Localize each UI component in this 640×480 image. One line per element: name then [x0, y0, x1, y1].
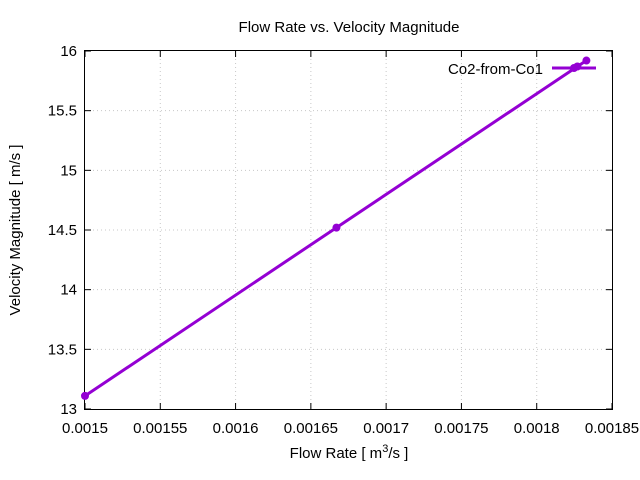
- data-point: [81, 391, 89, 400]
- data-point: [332, 223, 341, 232]
- y-tick-label: 14.5: [48, 222, 77, 239]
- data-point: [582, 56, 591, 65]
- x-tick-label: 0.00175: [434, 420, 488, 437]
- y-tick-label: 13.5: [48, 341, 77, 358]
- y-tick-label: 14: [60, 282, 77, 299]
- x-axis-label: Flow Rate [ m3/s ]: [290, 443, 409, 462]
- x-tick-label: 0.0017: [363, 420, 409, 437]
- x-axis-label-end: /s ]: [388, 445, 408, 462]
- x-tick-label: 0.00155: [133, 420, 187, 437]
- y-tick-label: 13: [60, 401, 77, 418]
- grid: [85, 51, 612, 409]
- y-axis-label: Velocity Magnitude [ m/s ]: [7, 145, 24, 316]
- legend-label: Co2-from-Co1: [448, 61, 543, 78]
- x-axis-label-main: Flow Rate [ m: [290, 445, 383, 462]
- x-axis-label-sup: 3: [382, 443, 388, 455]
- series: [81, 56, 591, 400]
- chart-title: Flow Rate vs. Velocity Magnitude: [239, 19, 460, 36]
- x-tick-label: 0.00185: [585, 420, 639, 437]
- legend-marker: [570, 64, 578, 72]
- plot-frame: [84, 50, 613, 410]
- x-tick-label: 0.0016: [213, 420, 259, 437]
- series-line: [84, 59, 588, 398]
- x-tick-label: 0.00165: [284, 420, 338, 437]
- y-tick-label: 15.5: [48, 103, 77, 120]
- x-tick-label: 0.0015: [62, 420, 108, 437]
- ticks: 0.0015 0.00155 0.0016 0.00165 0.0017 0.00175 0…: [48, 43, 639, 437]
- y-tick-label: 16: [60, 43, 77, 60]
- x-tick-label: 0.0018: [514, 420, 560, 437]
- y-tick-label: 15: [60, 162, 77, 179]
- legend: Co2-from-Co1: [448, 61, 596, 78]
